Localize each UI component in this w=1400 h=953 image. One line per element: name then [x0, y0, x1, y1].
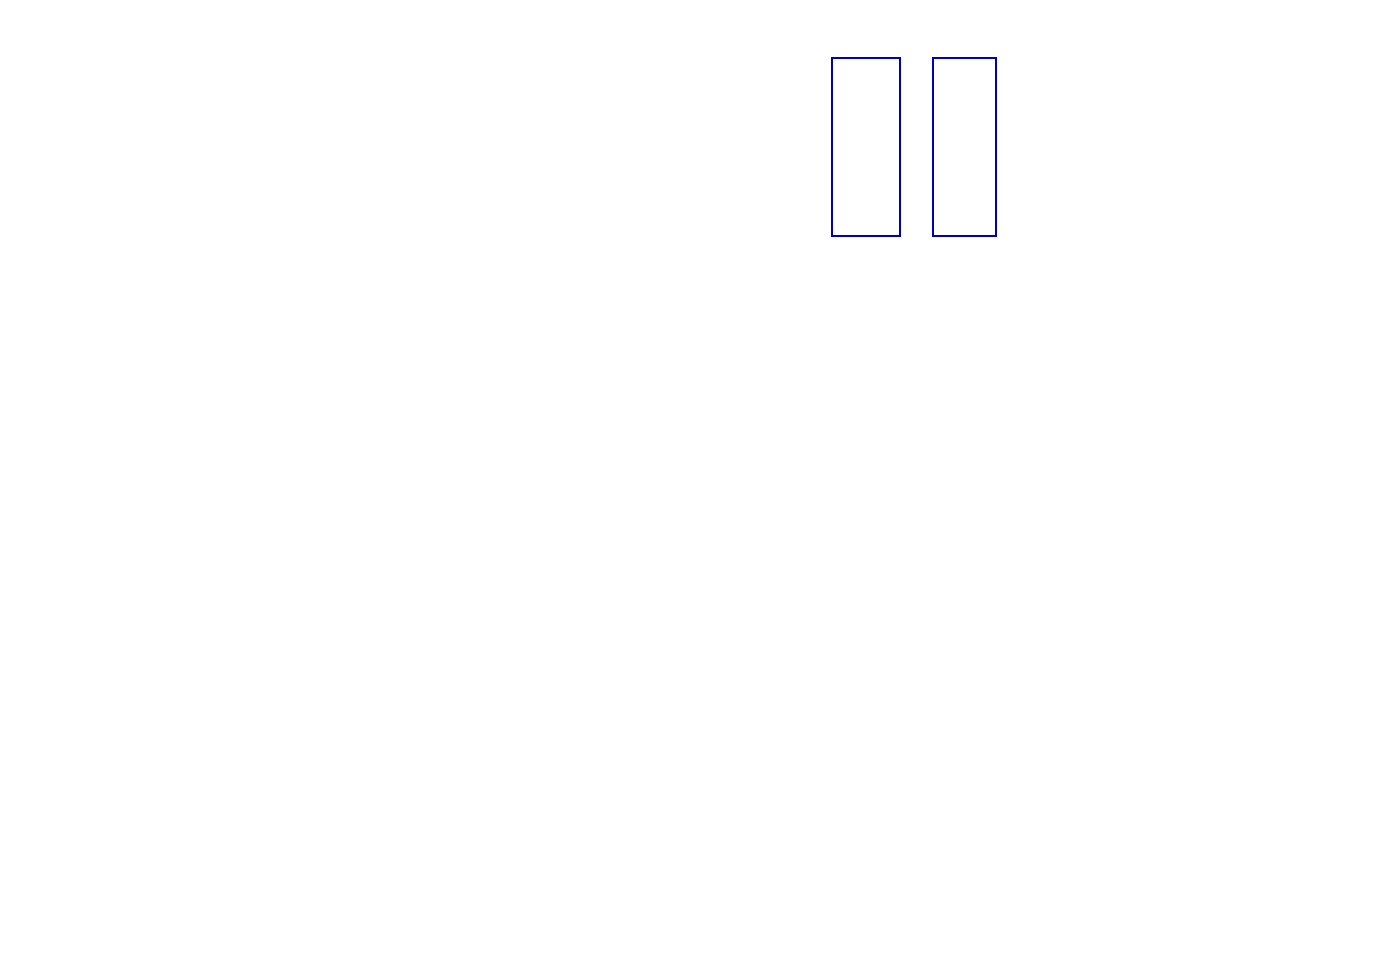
cleanimage-canvas: [934, 59, 995, 235]
withsky-canvas: [833, 59, 899, 235]
withsky-image-box: [831, 57, 901, 237]
footer-color-bar: [0, 936, 1400, 953]
cleanimage-image-box: [932, 57, 997, 237]
hsc-match-line: [68, 483, 103, 528]
zoom-spectrum-plot: [1040, 50, 1310, 250]
summary-header: [68, 4, 111, 49]
full-spectrum-plot: [85, 340, 1310, 465]
